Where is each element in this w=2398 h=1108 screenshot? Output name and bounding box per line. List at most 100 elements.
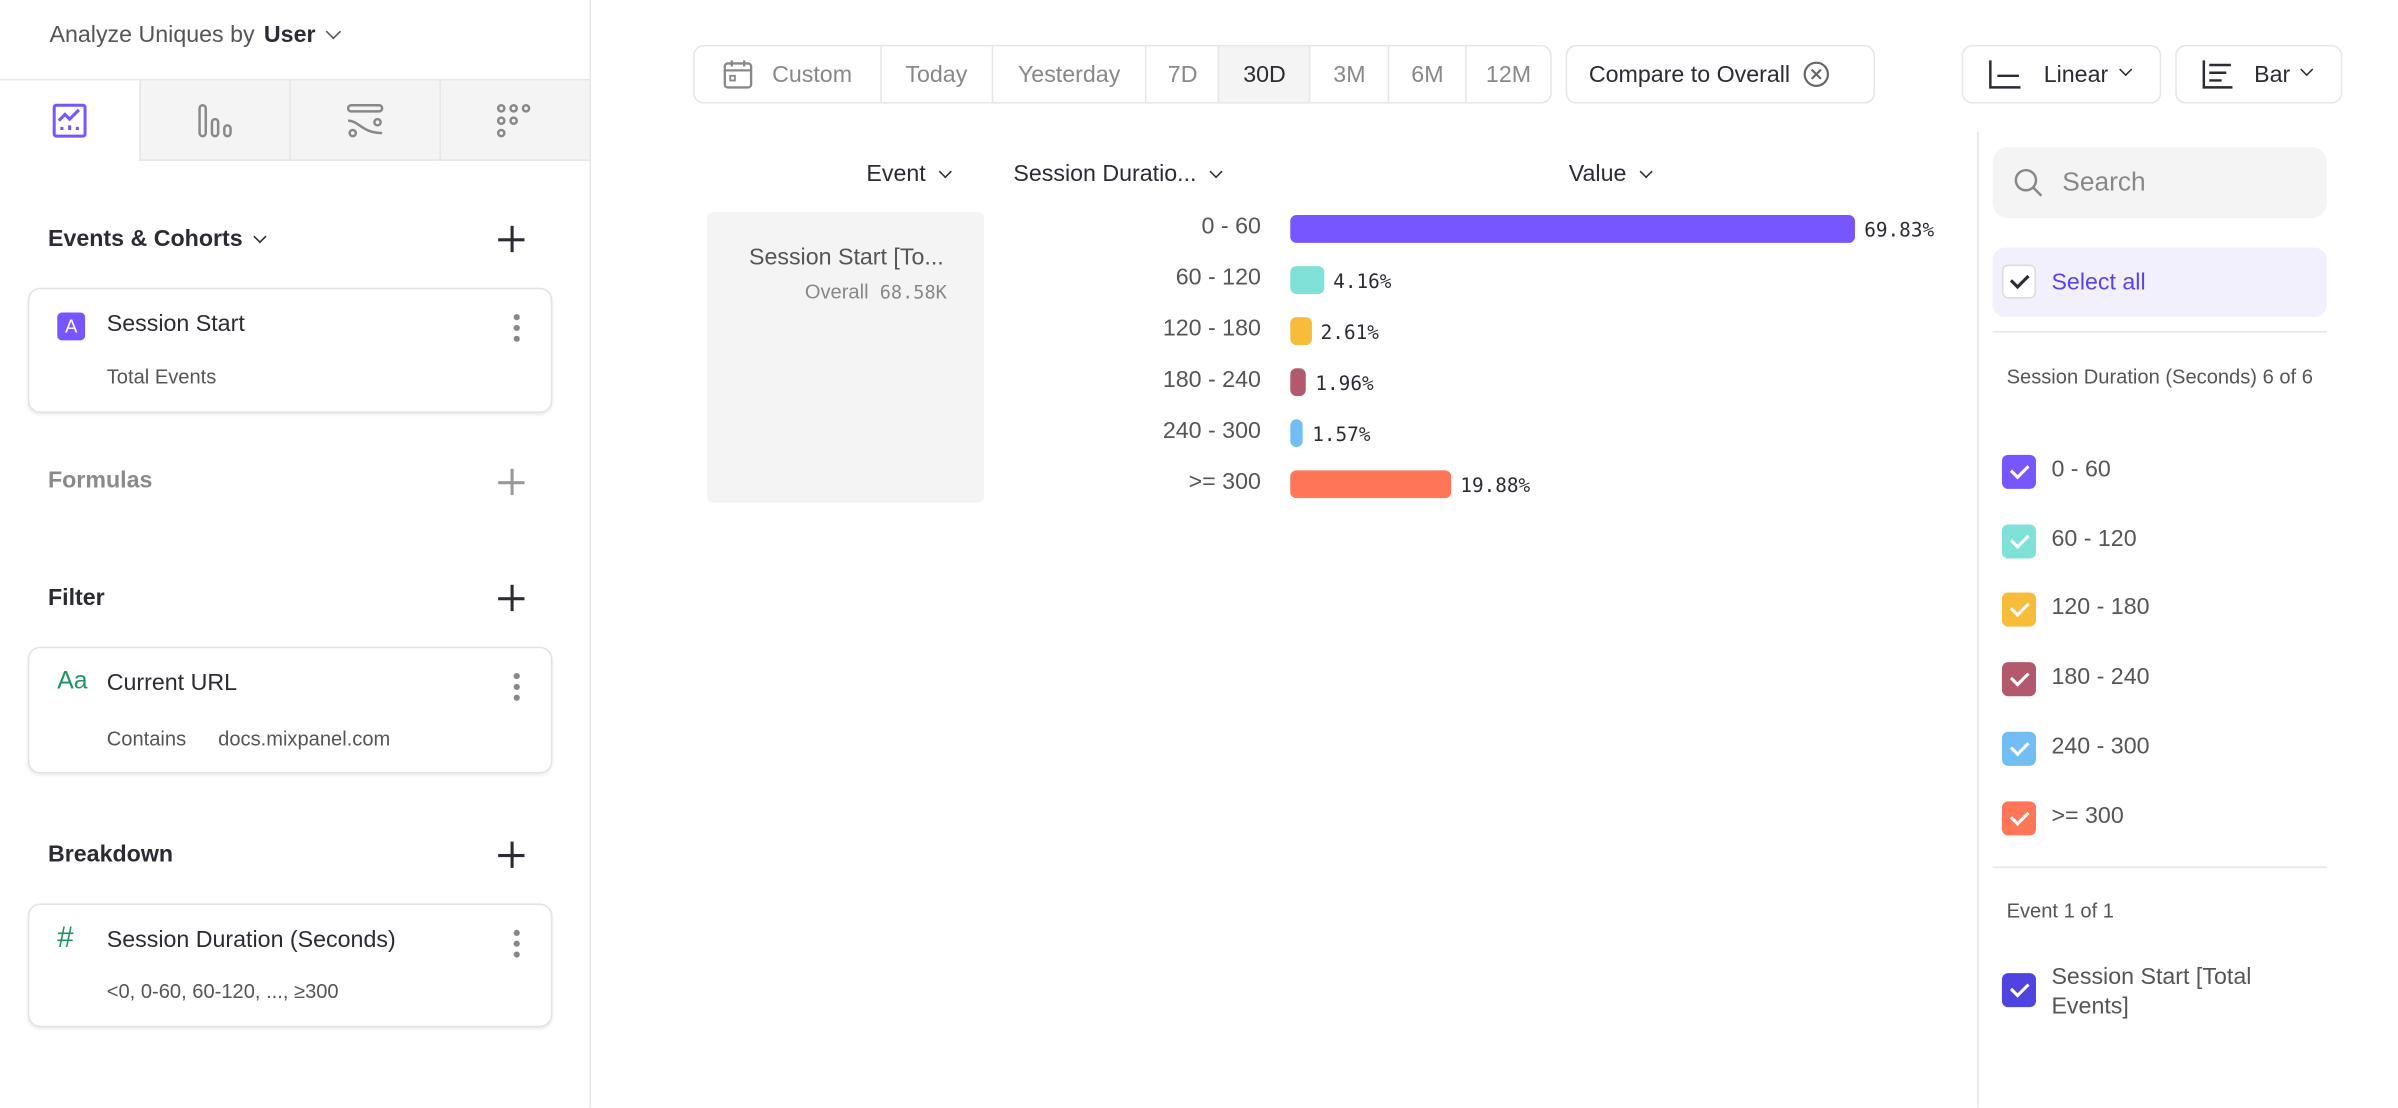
divider [1992,866,2327,868]
chevron-down-icon [325,24,341,40]
tab-retention[interactable] [439,80,590,161]
funnels-bar-icon [198,103,232,137]
close-circle-icon[interactable] [1802,60,1830,88]
breakdown-buckets[interactable]: <0, 0-60, 60-120, ..., ≥300 [106,979,339,1003]
select-all-checkbox[interactable]: Select all [1992,247,2327,318]
legend-item-checkbox[interactable] [2001,454,2036,489]
insights-chart-icon [52,103,87,138]
string-type-icon: Aa [57,668,88,695]
breakdown-card[interactable]: # Session Duration (Seconds) <0, 0-60, 6… [27,903,553,1028]
bar-category-label: 60 - 120 [1175,264,1261,291]
column-header-label: Event [866,160,926,188]
filter-value[interactable]: docs.mixpanel.com [218,727,391,751]
legend-item-checkbox[interactable] [2001,662,2036,697]
date-range-7d[interactable]: 7D [1145,46,1219,103]
legend-item-label: 0 - 60 [2051,456,2111,483]
number-type-icon: # [57,922,74,955]
events-cohorts-label: Events & Cohorts [47,225,243,253]
linear-axis-icon [1989,60,2021,89]
flows-icon [346,103,384,137]
add-breakdown-button[interactable] [498,841,525,868]
date-range-12m[interactable]: 12M [1465,46,1550,103]
legend-search-input[interactable]: Search [1992,146,2327,219]
date-range-30d[interactable]: 30D [1218,46,1310,103]
column-header-breakdown[interactable]: Session Duratio... [1013,160,1224,188]
analyze-label: Analyze Uniques by [49,21,255,48]
legend-item-checkbox[interactable] [2001,731,2036,766]
breakdown-heading: Breakdown [47,841,174,868]
date-range-yesterday[interactable]: Yesterday [991,46,1145,103]
chevron-down-icon [1210,165,1224,179]
filter-operator[interactable]: Contains [106,727,187,751]
legend-item-checkbox[interactable] [2001,800,2036,835]
chevron-down-icon [2118,63,2132,77]
chevron-down-icon [939,165,953,179]
event-card[interactable]: A Session Start Total Events [27,287,553,414]
event-measure[interactable]: Total Events [106,365,217,389]
legend-item-checkbox[interactable] [2001,523,2036,559]
column-header-label: Value [1568,160,1627,188]
compare-label: Compare to Overall [1588,61,1791,88]
tab-insights[interactable] [0,80,140,161]
column-header-value[interactable]: Value [1568,160,1654,188]
chart-type-selector[interactable]: Bar [2175,44,2343,104]
date-range-selector: Custom Today Yesterday 7D 30D 3M 6M 12M [693,44,1552,104]
legend-item-label: 120 - 180 [2051,594,2150,621]
events-cohorts-heading[interactable]: Events & Cohorts [47,225,267,253]
column-header-event[interactable]: Event [866,160,953,188]
breakdown-property: Session Duration (Seconds) [106,926,396,954]
scale-selector[interactable]: Linear [1961,44,2162,104]
bar[interactable] [1290,266,1324,294]
date-range-6m[interactable]: 6M [1388,46,1465,103]
bar-value-label: 1.57% [1312,422,1371,446]
more-options-icon[interactable] [513,672,520,701]
bar[interactable] [1290,317,1312,346]
bar-value-label: 69.83% [1864,218,1935,242]
scale-label: Linear [2043,61,2109,88]
breakdown-legend-heading: Session Duration (Seconds) 6 of 6 [2006,365,2313,389]
filter-card[interactable]: Aa Current URL Contains docs.mixpanel.co… [27,646,553,774]
event-legend-heading: Event 1 of 1 [2006,898,2114,923]
checkbox-checked-icon [2001,264,2036,299]
filter-heading: Filter [47,584,105,612]
event-name: Session Start [106,310,245,338]
legend-item-checkbox[interactable] [2001,593,2036,628]
event-legend-checkbox[interactable] [2001,973,2036,1008]
add-event-button[interactable] [498,225,525,253]
chart-type-label: Bar [2254,61,2291,88]
bar[interactable] [1290,215,1855,243]
analyze-uniques-selector[interactable]: Analyze Uniques by User [49,21,341,48]
legend-item-label: >= 300 [2051,802,2124,829]
bar[interactable] [1290,368,1307,397]
add-filter-button[interactable] [498,584,525,612]
retention-grid-icon [496,103,531,137]
bar-value-label: 19.88% [1460,473,1531,497]
report-type-tabs [0,78,590,161]
event-letter-badge: A [57,312,86,341]
search-placeholder: Search [2062,167,2146,197]
date-range-custom[interactable]: Custom [695,46,880,102]
calendar-icon [723,60,753,89]
analyze-value: User [263,21,316,48]
bar-value-label: 1.96% [1315,371,1374,395]
column-header-label: Session Duratio... [1013,160,1197,188]
tab-funnels[interactable] [139,80,290,161]
chevron-down-icon [2300,63,2314,77]
more-options-icon[interactable] [513,929,520,958]
bar-category-label: 120 - 180 [1162,315,1261,342]
divider [1992,331,2327,333]
bar-value-label: 2.61% [1320,320,1379,344]
date-range-3m[interactable]: 3M [1309,46,1388,103]
bar[interactable] [1290,470,1452,499]
bar[interactable] [1290,419,1303,448]
legend-item-label: 240 - 300 [2051,733,2150,760]
compare-to-overall-button[interactable]: Compare to Overall [1565,44,1876,104]
event-cell-name: Session Start [To... [748,244,944,271]
sidebar: Analyze Uniques by User Events & Cohorts … [0,0,591,1108]
more-options-icon[interactable] [513,314,520,342]
search-icon [2014,168,2043,197]
overall-value: 68.58K [879,281,947,304]
tab-flows[interactable] [289,80,440,161]
date-range-today[interactable]: Today [879,46,991,103]
add-formula-button[interactable] [498,468,525,496]
